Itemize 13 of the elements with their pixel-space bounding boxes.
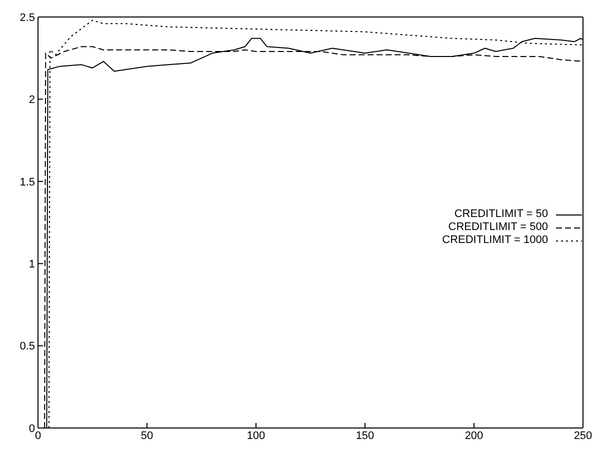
y-tick-label: 1.5 bbox=[20, 176, 35, 188]
x-tick-label: 200 bbox=[464, 430, 484, 442]
legend-label: CREDITLIMIT = 50 bbox=[454, 208, 548, 221]
x-tick-label: 100 bbox=[246, 430, 266, 442]
y-tick-label: 0.5 bbox=[20, 340, 35, 353]
x-tick-label: 50 bbox=[140, 430, 154, 442]
legend-label: CREDITLIMIT = 1000 bbox=[442, 234, 548, 247]
x-tick-label: 250 bbox=[574, 430, 592, 442]
y-tick-label: 2.5 bbox=[20, 12, 35, 24]
y-tick-label: 1 bbox=[28, 258, 35, 271]
y-tick-label: 2 bbox=[28, 94, 35, 106]
legend-label: CREDITLIMIT = 500 bbox=[448, 221, 548, 234]
x-tick-label: 150 bbox=[356, 430, 374, 442]
